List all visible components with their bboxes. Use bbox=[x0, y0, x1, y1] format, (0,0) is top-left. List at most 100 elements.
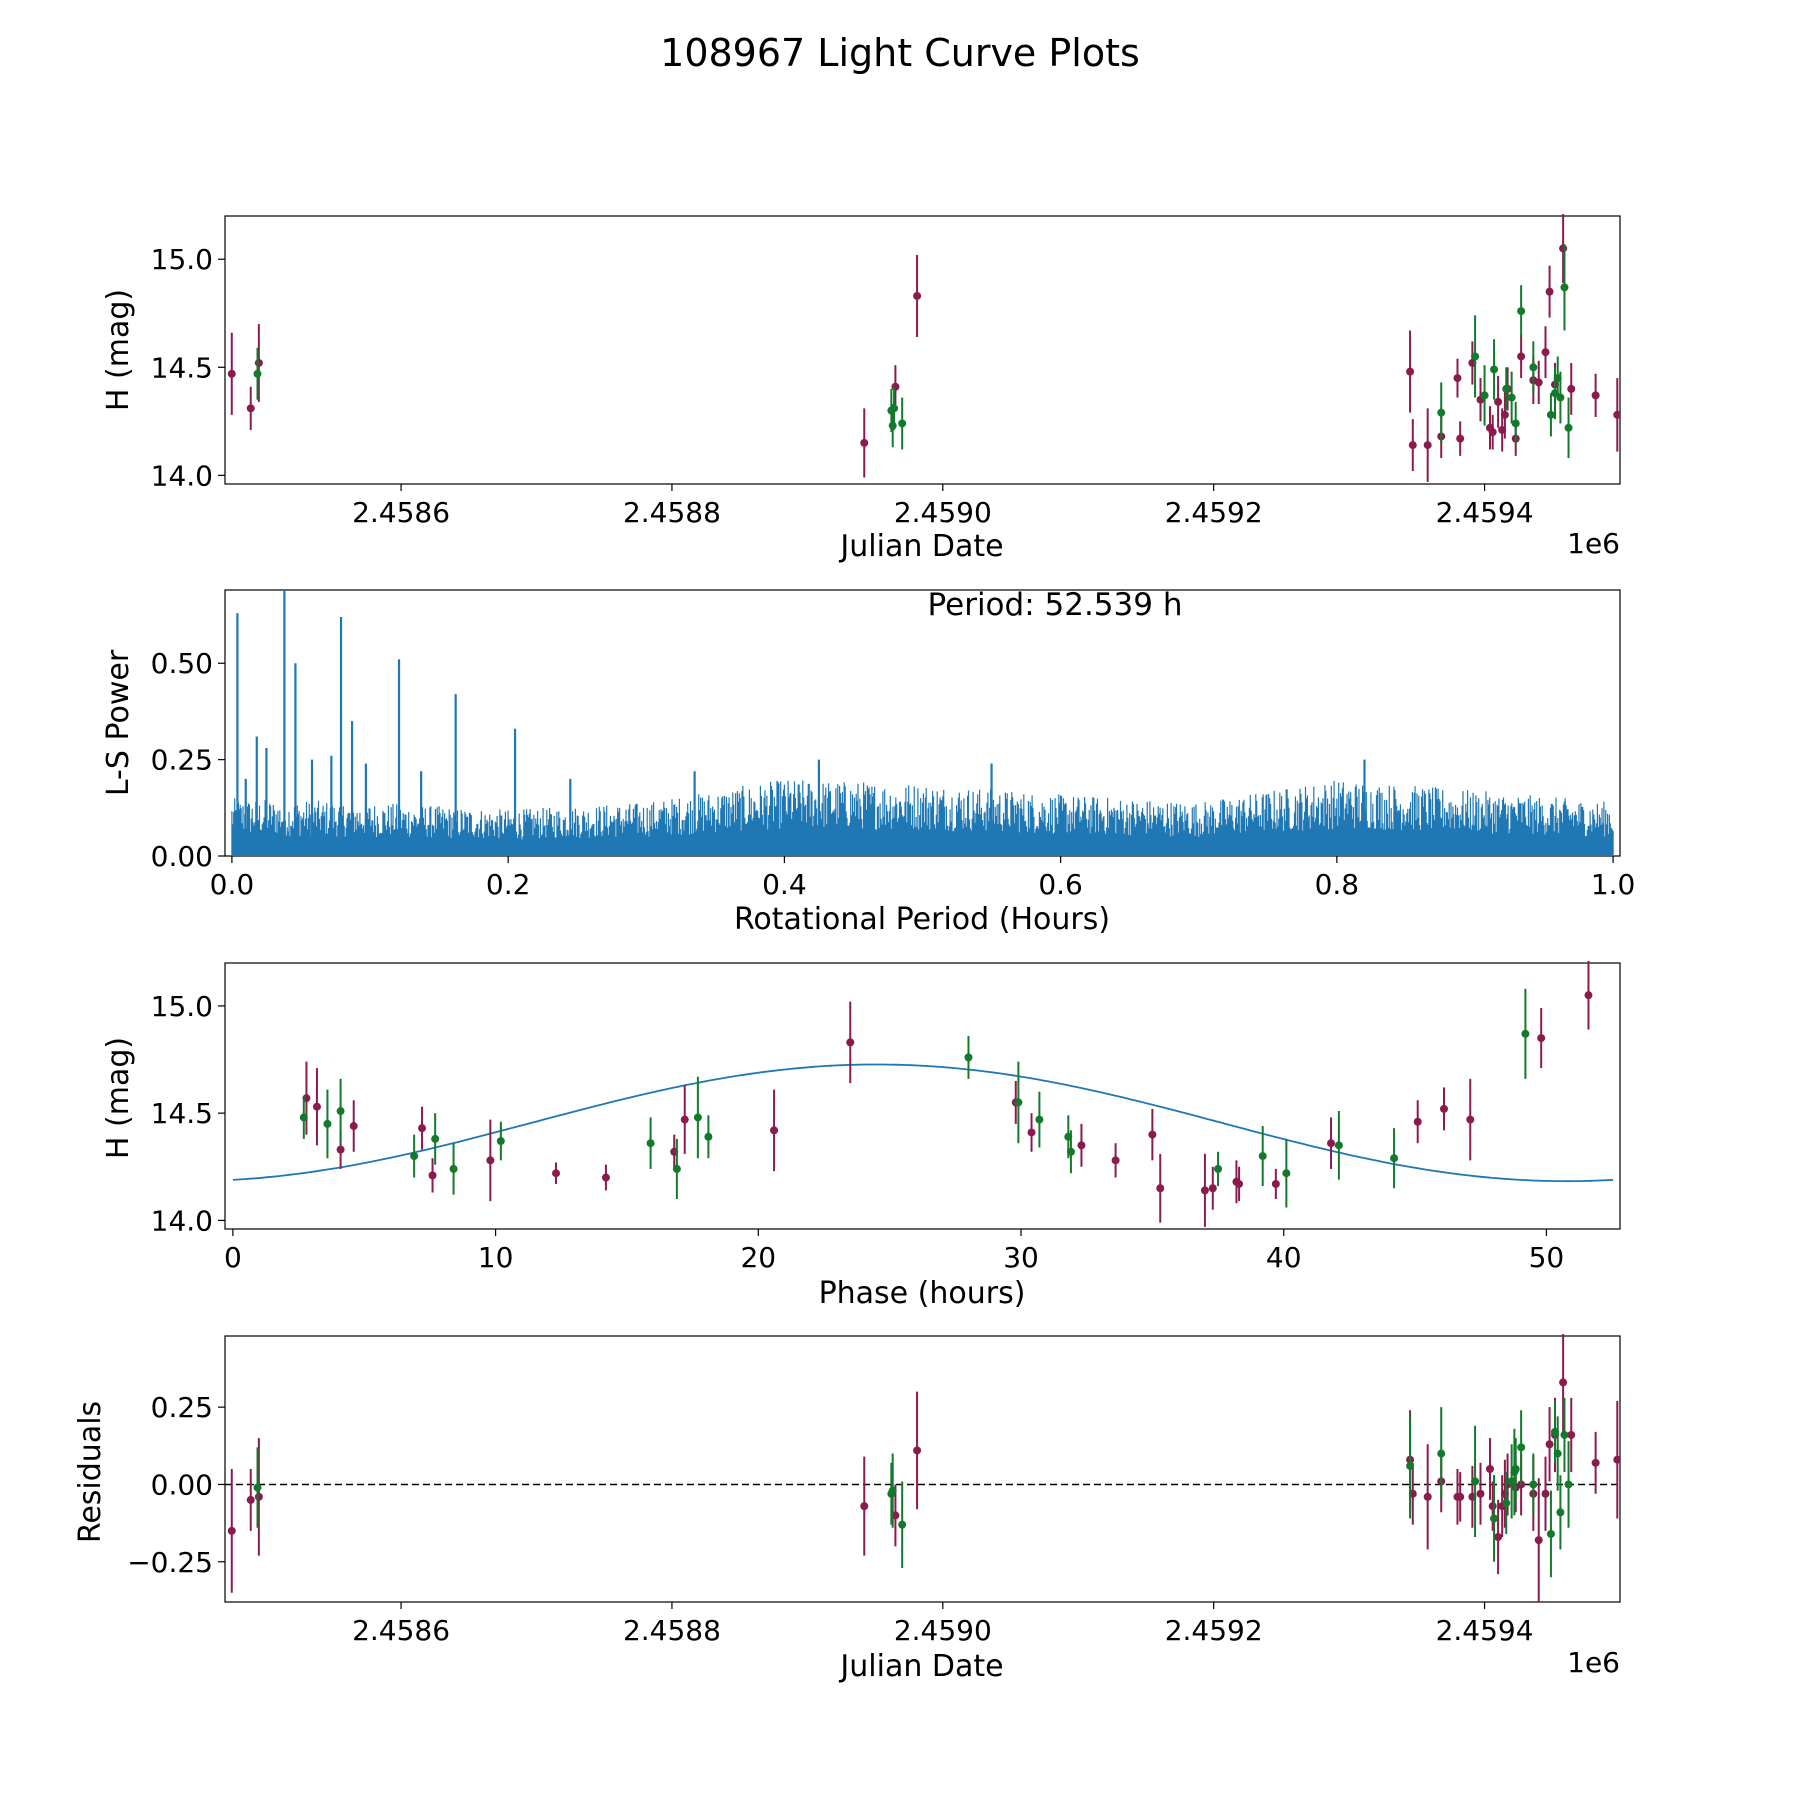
data-point bbox=[449, 1164, 458, 1173]
data-point bbox=[1471, 1477, 1480, 1486]
x-tick-label-periodogram: 0.0 bbox=[210, 868, 255, 901]
data-point bbox=[693, 1113, 702, 1122]
data-point bbox=[1517, 1443, 1526, 1452]
data-point bbox=[1534, 1536, 1543, 1545]
y-tick-label-lightcurve: 15.0 bbox=[151, 243, 213, 276]
data-point bbox=[1494, 1533, 1503, 1542]
data-point bbox=[1517, 352, 1526, 361]
data-point bbox=[770, 1126, 779, 1135]
data-point bbox=[336, 1145, 345, 1154]
data-point bbox=[913, 291, 922, 300]
data-point bbox=[312, 1102, 321, 1111]
x-tick-label-lightcurve: 2.4586 bbox=[352, 496, 450, 529]
data-point bbox=[1511, 1465, 1520, 1473]
x-tick-label-phased: 40 bbox=[1266, 1241, 1302, 1274]
data-point bbox=[601, 1173, 610, 1182]
data-point bbox=[1556, 393, 1565, 402]
x-tick-label-lightcurve: 2.4594 bbox=[1436, 496, 1534, 529]
data-point bbox=[1334, 1141, 1343, 1150]
x-tick-label-lightcurve: 2.4590 bbox=[894, 496, 992, 529]
data-point bbox=[1156, 1184, 1165, 1193]
data-point bbox=[964, 1053, 973, 1062]
data-point bbox=[1235, 1179, 1244, 1188]
data-point bbox=[672, 1164, 681, 1173]
x-axis-label-periodogram: Rotational Period (Hours) bbox=[734, 902, 1110, 937]
data-point bbox=[1521, 1029, 1530, 1038]
data-point bbox=[1485, 1465, 1494, 1473]
x-tick-label-residuals: 2.4588 bbox=[623, 1614, 721, 1647]
y-tick-label-residuals: −0.25 bbox=[127, 1546, 213, 1579]
data-point bbox=[1613, 1455, 1620, 1464]
data-point bbox=[1208, 1184, 1217, 1193]
data-point bbox=[1529, 363, 1538, 372]
data-point bbox=[1027, 1128, 1036, 1137]
data-point bbox=[1560, 283, 1569, 292]
data-point bbox=[336, 1107, 345, 1116]
data-point bbox=[1546, 1529, 1555, 1538]
data-point bbox=[1111, 1156, 1120, 1165]
y-axis-label-lightcurve: H (mag) bbox=[101, 289, 136, 411]
data-point bbox=[1545, 287, 1554, 296]
data-point bbox=[1490, 1514, 1499, 1523]
data-point bbox=[1507, 393, 1516, 402]
data-point bbox=[254, 358, 263, 367]
y-axis-label-phased: H (mag) bbox=[101, 1037, 136, 1159]
data-point bbox=[1537, 1034, 1546, 1043]
fit-curve bbox=[232, 1063, 1614, 1183]
data-point bbox=[1511, 419, 1520, 428]
data-point bbox=[1148, 1130, 1157, 1139]
data-point bbox=[246, 404, 255, 413]
x-tick-label-residuals: 2.4586 bbox=[352, 1614, 450, 1647]
data-point bbox=[1517, 307, 1526, 316]
x-tick-label-phased: 0 bbox=[224, 1241, 242, 1274]
data-point bbox=[418, 1124, 427, 1133]
x-tick-label-lightcurve: 2.4592 bbox=[1165, 496, 1263, 529]
x-offset-label-residuals: 1e6 bbox=[1567, 1646, 1620, 1679]
panel-residuals: 2.4586 2.4588 2.4590 2.4592 2.4594 −0.25 0.00 0… bbox=[73, 1334, 1621, 1684]
data-point bbox=[860, 1502, 869, 1511]
data-point bbox=[1556, 1508, 1565, 1517]
y-tick-label-phased: 15.0 bbox=[151, 990, 213, 1023]
data-point bbox=[1437, 1449, 1446, 1458]
data-point bbox=[1545, 1440, 1554, 1449]
y-tick-label-residuals: 0.25 bbox=[151, 1391, 213, 1424]
data-point bbox=[1502, 384, 1511, 393]
data-point bbox=[1500, 410, 1509, 419]
data-point bbox=[299, 1113, 308, 1122]
data-point bbox=[227, 1526, 236, 1535]
data-point bbox=[1494, 397, 1503, 406]
x-tick-label-lightcurve: 2.4588 bbox=[623, 496, 721, 529]
data-point bbox=[254, 1492, 263, 1501]
data-point bbox=[1534, 378, 1543, 387]
x-axis-label-lightcurve: Julian Date bbox=[838, 529, 1003, 564]
data-point bbox=[1456, 1492, 1465, 1501]
data-point bbox=[1567, 1430, 1576, 1439]
data-point bbox=[1591, 391, 1600, 400]
data-point bbox=[1258, 1152, 1267, 1161]
x-tick-label-phased: 10 bbox=[478, 1241, 514, 1274]
data-point bbox=[1560, 1430, 1569, 1439]
data-point bbox=[1541, 348, 1550, 357]
data-point bbox=[410, 1152, 419, 1161]
data-point bbox=[486, 1156, 495, 1165]
data-point bbox=[1584, 991, 1593, 1000]
x-tick-label-residuals: 2.4594 bbox=[1436, 1614, 1534, 1647]
data-point bbox=[1423, 1492, 1432, 1501]
x-tick-label-periodogram: 0.4 bbox=[762, 868, 807, 901]
data-point bbox=[1327, 1139, 1336, 1148]
data-point bbox=[1567, 384, 1576, 393]
y-tick-label-periodogram: 0.00 bbox=[151, 840, 213, 873]
data-point bbox=[846, 1038, 855, 1047]
data-point bbox=[1490, 365, 1499, 374]
data-point bbox=[1390, 1154, 1399, 1163]
panel-phased: 0 10 20 30 40 50 14.0 14.5 15.0 Phase (hours) H … bbox=[101, 961, 1621, 1311]
data-point bbox=[913, 1446, 922, 1455]
y-tick-label-phased: 14.5 bbox=[151, 1097, 213, 1130]
data-point bbox=[1529, 1480, 1538, 1489]
data-point bbox=[1456, 434, 1465, 443]
data-point bbox=[227, 369, 236, 378]
plot-area-lightcurve bbox=[224, 215, 1621, 485]
data-point bbox=[349, 1122, 358, 1131]
periodogram-noise bbox=[231, 780, 1614, 856]
data-point bbox=[888, 1486, 897, 1495]
